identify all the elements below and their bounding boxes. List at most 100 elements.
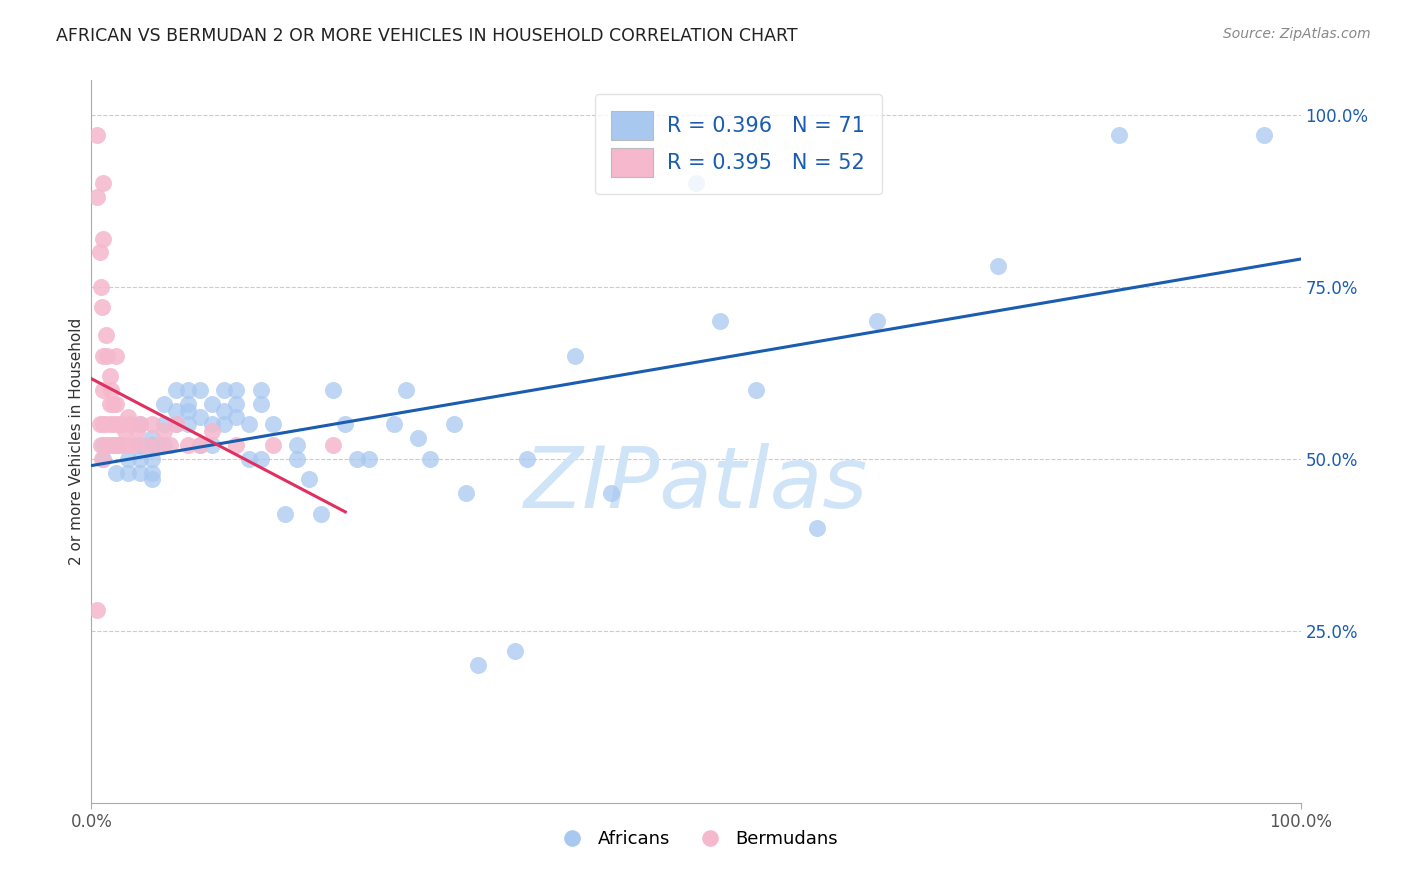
Point <box>117 438 139 452</box>
Point <box>104 438 127 452</box>
Point <box>225 410 247 425</box>
Point <box>93 349 115 363</box>
Text: ZIPatlas: ZIPatlas <box>524 443 868 526</box>
Point <box>86 603 108 617</box>
Point <box>225 438 247 452</box>
Point <box>93 417 115 432</box>
Point <box>93 438 115 452</box>
Point <box>201 438 224 452</box>
Point <box>128 451 150 466</box>
Point <box>866 314 889 328</box>
Point <box>214 417 236 432</box>
Point <box>262 438 284 452</box>
Y-axis label: 2 or more Vehicles in Household: 2 or more Vehicles in Household <box>69 318 84 566</box>
Point <box>141 417 163 432</box>
Point <box>93 451 115 466</box>
Point <box>153 438 176 452</box>
Point <box>117 410 139 425</box>
Point <box>96 438 118 452</box>
Point <box>987 259 1010 273</box>
Point <box>285 451 308 466</box>
Point <box>382 417 405 432</box>
Point <box>153 424 176 438</box>
Point <box>274 507 297 521</box>
Point <box>98 397 121 411</box>
Point <box>177 438 200 452</box>
Point <box>467 658 489 673</box>
Point <box>1253 128 1275 143</box>
Point <box>285 438 308 452</box>
Point <box>238 451 260 466</box>
Point <box>128 466 150 480</box>
Point <box>225 383 247 397</box>
Point <box>104 349 127 363</box>
Point <box>89 245 111 260</box>
Point <box>101 438 124 452</box>
Point <box>516 451 538 466</box>
Point <box>188 438 211 452</box>
Point <box>111 438 132 452</box>
Point <box>806 520 828 534</box>
Point <box>201 397 224 411</box>
Point <box>419 451 441 466</box>
Point <box>153 417 176 432</box>
Point <box>90 279 112 293</box>
Point <box>564 349 586 363</box>
Point <box>745 383 768 397</box>
Point <box>214 383 236 397</box>
Point <box>238 417 260 432</box>
Point <box>98 369 121 384</box>
Point <box>177 383 200 397</box>
Point <box>153 397 176 411</box>
Point <box>177 397 200 411</box>
Point <box>128 417 150 432</box>
Point <box>335 417 357 432</box>
Point <box>96 349 118 363</box>
Point <box>141 438 163 452</box>
Point <box>107 417 129 432</box>
Point <box>91 301 114 315</box>
Point <box>93 177 115 191</box>
Point <box>709 314 731 328</box>
Point <box>107 438 129 452</box>
Point <box>141 451 163 466</box>
Point <box>188 438 211 452</box>
Point <box>406 431 429 445</box>
Point <box>359 451 381 466</box>
Point <box>128 417 150 432</box>
Point <box>298 472 321 486</box>
Point <box>322 438 344 452</box>
Point <box>146 438 169 452</box>
Point <box>346 451 368 466</box>
Point <box>165 417 187 432</box>
Point <box>93 231 115 245</box>
Point <box>188 383 211 397</box>
Point <box>104 397 127 411</box>
Point <box>249 451 271 466</box>
Point <box>104 438 127 452</box>
Point <box>309 507 332 521</box>
Point <box>94 327 117 342</box>
Point <box>165 403 187 417</box>
Point <box>90 438 112 452</box>
Text: AFRICAN VS BERMUDAN 2 OR MORE VEHICLES IN HOUSEHOLD CORRELATION CHART: AFRICAN VS BERMUDAN 2 OR MORE VEHICLES I… <box>56 27 797 45</box>
Point <box>101 397 124 411</box>
Point <box>201 424 224 438</box>
Point <box>86 128 108 143</box>
Point <box>159 438 181 452</box>
Point <box>249 383 271 397</box>
Point <box>456 486 478 500</box>
Point <box>443 417 465 432</box>
Point <box>141 466 163 480</box>
Point <box>1108 128 1130 143</box>
Point <box>262 417 284 432</box>
Point <box>93 383 115 397</box>
Point <box>141 472 163 486</box>
Point <box>201 417 224 432</box>
Text: Source: ZipAtlas.com: Source: ZipAtlas.com <box>1223 27 1371 41</box>
Point <box>122 438 145 452</box>
Point <box>98 438 121 452</box>
Point <box>214 403 236 417</box>
Point <box>117 466 139 480</box>
Point <box>685 177 707 191</box>
